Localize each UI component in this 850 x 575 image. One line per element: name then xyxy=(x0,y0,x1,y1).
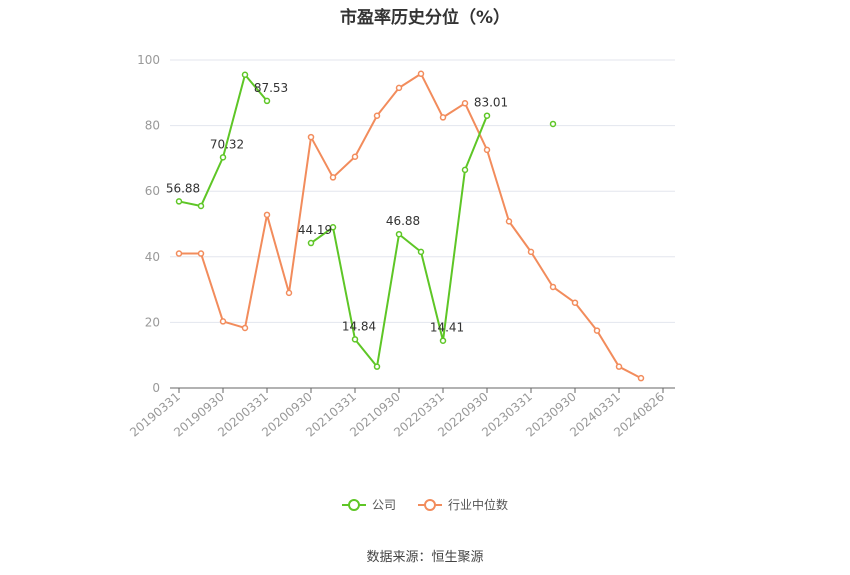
legend: 公司 行业中位数 xyxy=(0,496,850,513)
industry-point xyxy=(571,299,579,306)
y-tick-label: 60 xyxy=(145,184,160,198)
industry-point xyxy=(373,112,381,120)
data-labels: 56.88 70.32 87.53 44.19 14.84 46.88 14.41 83.01 xyxy=(166,81,508,335)
y-tick-label: 40 xyxy=(145,250,160,264)
data-label: 87.53 xyxy=(254,81,288,95)
data-label: 46.88 xyxy=(386,214,420,228)
company-point xyxy=(373,363,381,370)
company-point xyxy=(197,202,205,210)
data-label: 70.32 xyxy=(210,137,244,151)
y-tick-label: 80 xyxy=(145,119,160,133)
industry-point xyxy=(175,250,183,257)
company-point xyxy=(439,337,447,344)
legend-company-label: 公司 xyxy=(371,498,396,512)
legend-item-company[interactable]: 公司 xyxy=(341,496,396,513)
industry-point xyxy=(439,114,447,121)
grid-lines xyxy=(170,59,675,323)
series-lines xyxy=(175,70,645,382)
data-label: 14.41 xyxy=(430,321,464,335)
legend-company-marker xyxy=(341,498,366,512)
y-tick-label: 0 xyxy=(152,381,160,395)
industry-point xyxy=(263,211,271,219)
company-point xyxy=(351,336,359,343)
y-tick-label: 20 xyxy=(145,315,160,329)
industry-point xyxy=(549,283,557,291)
company-point xyxy=(549,120,557,128)
chart-title: 市盈率历史分位（%） xyxy=(339,8,511,28)
industry-point xyxy=(637,374,645,382)
company-point xyxy=(417,248,425,256)
company-point xyxy=(329,224,337,231)
industry-point xyxy=(307,133,315,141)
industry-point xyxy=(219,318,227,325)
industry-point xyxy=(351,153,359,161)
company-point xyxy=(395,230,403,238)
industry-line xyxy=(179,72,642,380)
company-point xyxy=(241,71,249,79)
company-point xyxy=(219,154,227,161)
legend-industry-label: 行业中位数 xyxy=(448,498,509,512)
company-point xyxy=(307,239,315,247)
industry-point xyxy=(241,324,249,332)
data-label: 56.88 xyxy=(166,181,200,195)
industry-point xyxy=(395,84,403,92)
data-label: 44.19 xyxy=(298,223,332,237)
company-point xyxy=(461,166,469,174)
data-label: 83.01 xyxy=(474,96,508,110)
industry-point xyxy=(593,327,601,334)
industry-point xyxy=(285,289,293,297)
industry-point xyxy=(197,250,205,257)
industry-point xyxy=(615,363,623,370)
company-point xyxy=(175,198,183,205)
industry-point xyxy=(417,70,425,78)
industry-point xyxy=(483,146,491,154)
axes: 0204060801002019033120190930202003312020… xyxy=(127,53,675,440)
industry-point xyxy=(461,100,469,107)
industry-point xyxy=(505,218,513,225)
legend-item-industry[interactable]: 行业中位数 xyxy=(418,496,508,513)
industry-point xyxy=(329,174,337,181)
company-point xyxy=(263,97,271,105)
y-tick-label: 100 xyxy=(137,53,160,67)
legend-industry-marker xyxy=(418,498,442,512)
data-label: 14.84 xyxy=(342,319,376,333)
industry-point xyxy=(527,248,535,256)
data-source-note: 数据来源：恒生聚源 xyxy=(366,550,484,565)
company-point xyxy=(483,112,491,119)
